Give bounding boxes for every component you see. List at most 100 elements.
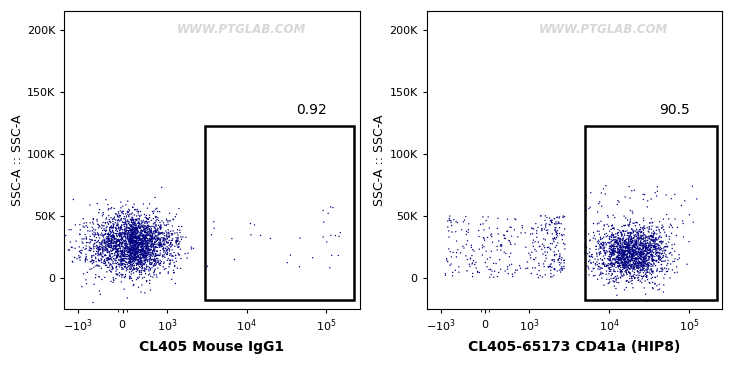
Point bbox=[649, 235, 661, 241]
Point bbox=[608, 243, 620, 249]
Point bbox=[158, 253, 169, 259]
Point bbox=[117, 250, 129, 256]
Point bbox=[589, 233, 600, 239]
Point bbox=[627, 261, 638, 267]
Point bbox=[622, 237, 634, 243]
Point bbox=[613, 255, 625, 261]
Point bbox=[95, 244, 106, 250]
Point bbox=[111, 228, 123, 234]
Point bbox=[144, 265, 155, 270]
Point bbox=[103, 219, 115, 224]
Point bbox=[144, 237, 156, 242]
Point bbox=[628, 220, 640, 226]
Point bbox=[111, 243, 122, 249]
Point bbox=[133, 242, 144, 248]
Point bbox=[94, 247, 106, 253]
Point bbox=[161, 218, 173, 223]
Point bbox=[635, 251, 647, 257]
Point bbox=[615, 251, 627, 257]
Point bbox=[584, 238, 596, 243]
Point bbox=[631, 246, 643, 251]
Point bbox=[92, 231, 104, 237]
Point bbox=[155, 222, 167, 228]
Point bbox=[620, 237, 632, 242]
Point bbox=[114, 259, 126, 265]
Point bbox=[493, 238, 504, 244]
Point bbox=[640, 241, 652, 246]
Point bbox=[154, 231, 166, 237]
Point bbox=[616, 257, 627, 263]
Point bbox=[553, 219, 564, 225]
Point bbox=[610, 238, 622, 244]
Point bbox=[635, 250, 647, 256]
Point bbox=[505, 224, 517, 230]
Point bbox=[634, 254, 646, 260]
Point bbox=[593, 239, 605, 245]
Point bbox=[492, 215, 504, 221]
Point bbox=[613, 235, 625, 241]
Point bbox=[622, 222, 634, 228]
Point bbox=[124, 266, 136, 272]
Point bbox=[526, 225, 537, 231]
Point bbox=[627, 248, 639, 254]
Point bbox=[84, 259, 96, 265]
Point bbox=[125, 251, 136, 257]
Point bbox=[605, 250, 617, 256]
Point bbox=[133, 242, 144, 248]
Point bbox=[129, 245, 141, 251]
Point bbox=[676, 203, 688, 208]
Point bbox=[121, 222, 133, 228]
Point bbox=[556, 232, 567, 238]
Point bbox=[619, 255, 631, 261]
Point bbox=[143, 254, 155, 260]
Point bbox=[618, 244, 630, 250]
Point bbox=[638, 250, 650, 256]
Point bbox=[141, 251, 152, 257]
Point bbox=[67, 259, 78, 265]
Point bbox=[127, 204, 139, 210]
Point bbox=[605, 255, 616, 261]
Point bbox=[545, 247, 556, 253]
Point bbox=[95, 232, 106, 238]
Point bbox=[636, 261, 648, 267]
Point bbox=[126, 217, 138, 223]
Point bbox=[137, 254, 149, 260]
Point bbox=[608, 235, 619, 241]
Point bbox=[623, 265, 635, 270]
Point bbox=[601, 249, 613, 255]
Point bbox=[622, 272, 633, 277]
Point bbox=[141, 225, 152, 231]
Point bbox=[648, 231, 660, 237]
Point bbox=[644, 236, 655, 242]
Point bbox=[634, 243, 646, 249]
Point bbox=[129, 238, 141, 244]
Point bbox=[117, 240, 128, 246]
Point bbox=[323, 210, 334, 216]
Point bbox=[616, 257, 627, 262]
Point bbox=[136, 227, 148, 233]
Point bbox=[131, 262, 143, 268]
Point bbox=[158, 261, 169, 266]
Point bbox=[133, 230, 145, 236]
Point bbox=[629, 228, 641, 234]
Point bbox=[610, 249, 622, 254]
Point bbox=[133, 255, 145, 261]
Point bbox=[149, 225, 161, 231]
Point bbox=[461, 268, 473, 274]
Point bbox=[597, 246, 609, 252]
Point bbox=[510, 217, 522, 223]
Point bbox=[639, 243, 651, 249]
Point bbox=[141, 246, 153, 252]
Point bbox=[109, 261, 121, 266]
Point bbox=[608, 248, 619, 254]
Point bbox=[131, 245, 143, 251]
Point bbox=[628, 247, 640, 253]
Point bbox=[594, 244, 606, 250]
Point bbox=[116, 272, 128, 278]
Point bbox=[608, 247, 619, 253]
Point bbox=[118, 257, 130, 263]
Point bbox=[128, 226, 139, 232]
Point bbox=[473, 228, 485, 234]
Point bbox=[108, 256, 120, 262]
Point bbox=[128, 240, 140, 246]
